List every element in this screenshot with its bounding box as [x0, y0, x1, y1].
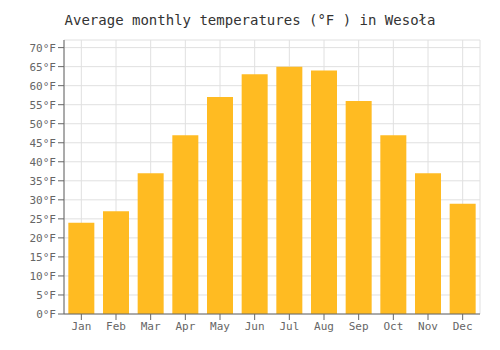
svg-text:May: May — [210, 320, 230, 333]
svg-text:Mar: Mar — [141, 320, 161, 333]
svg-text:40°F: 40°F — [30, 156, 57, 169]
svg-text:15°F: 15°F — [30, 251, 57, 264]
svg-text:Oct: Oct — [383, 320, 403, 333]
svg-text:60°F: 60°F — [30, 80, 57, 93]
svg-text:Feb: Feb — [106, 320, 126, 333]
svg-text:Jun: Jun — [245, 320, 265, 333]
svg-text:Dec: Dec — [453, 320, 473, 333]
svg-text:Nov: Nov — [418, 320, 438, 333]
svg-text:70°F: 70°F — [30, 42, 57, 55]
svg-text:50°F: 50°F — [30, 118, 57, 131]
svg-text:10°F: 10°F — [30, 270, 57, 283]
svg-text:0°F: 0°F — [36, 308, 56, 321]
html-text:Average monthly temperatures (: Average monthly temperatures (°F ) in We… — [64, 12, 436, 28]
svg-text:65°F: 65°F — [30, 61, 57, 74]
svg-text:55°F: 55°F — [30, 99, 57, 112]
svg-text:30°F: 30°F — [30, 194, 57, 207]
svg-text:Apr: Apr — [175, 320, 195, 333]
svg-text:25°F: 25°F — [30, 213, 57, 226]
svg-text:Sep: Sep — [349, 320, 369, 333]
svg-text:5°F: 5°F — [36, 289, 56, 302]
svg-text:45°F: 45°F — [30, 137, 57, 150]
svg-text:20°F: 20°F — [30, 232, 57, 245]
svg-text:35°F: 35°F — [30, 175, 57, 188]
svg-text:Aug: Aug — [314, 320, 334, 333]
svg-text:Jul: Jul — [279, 320, 299, 333]
svg-text:Jan: Jan — [71, 320, 91, 333]
